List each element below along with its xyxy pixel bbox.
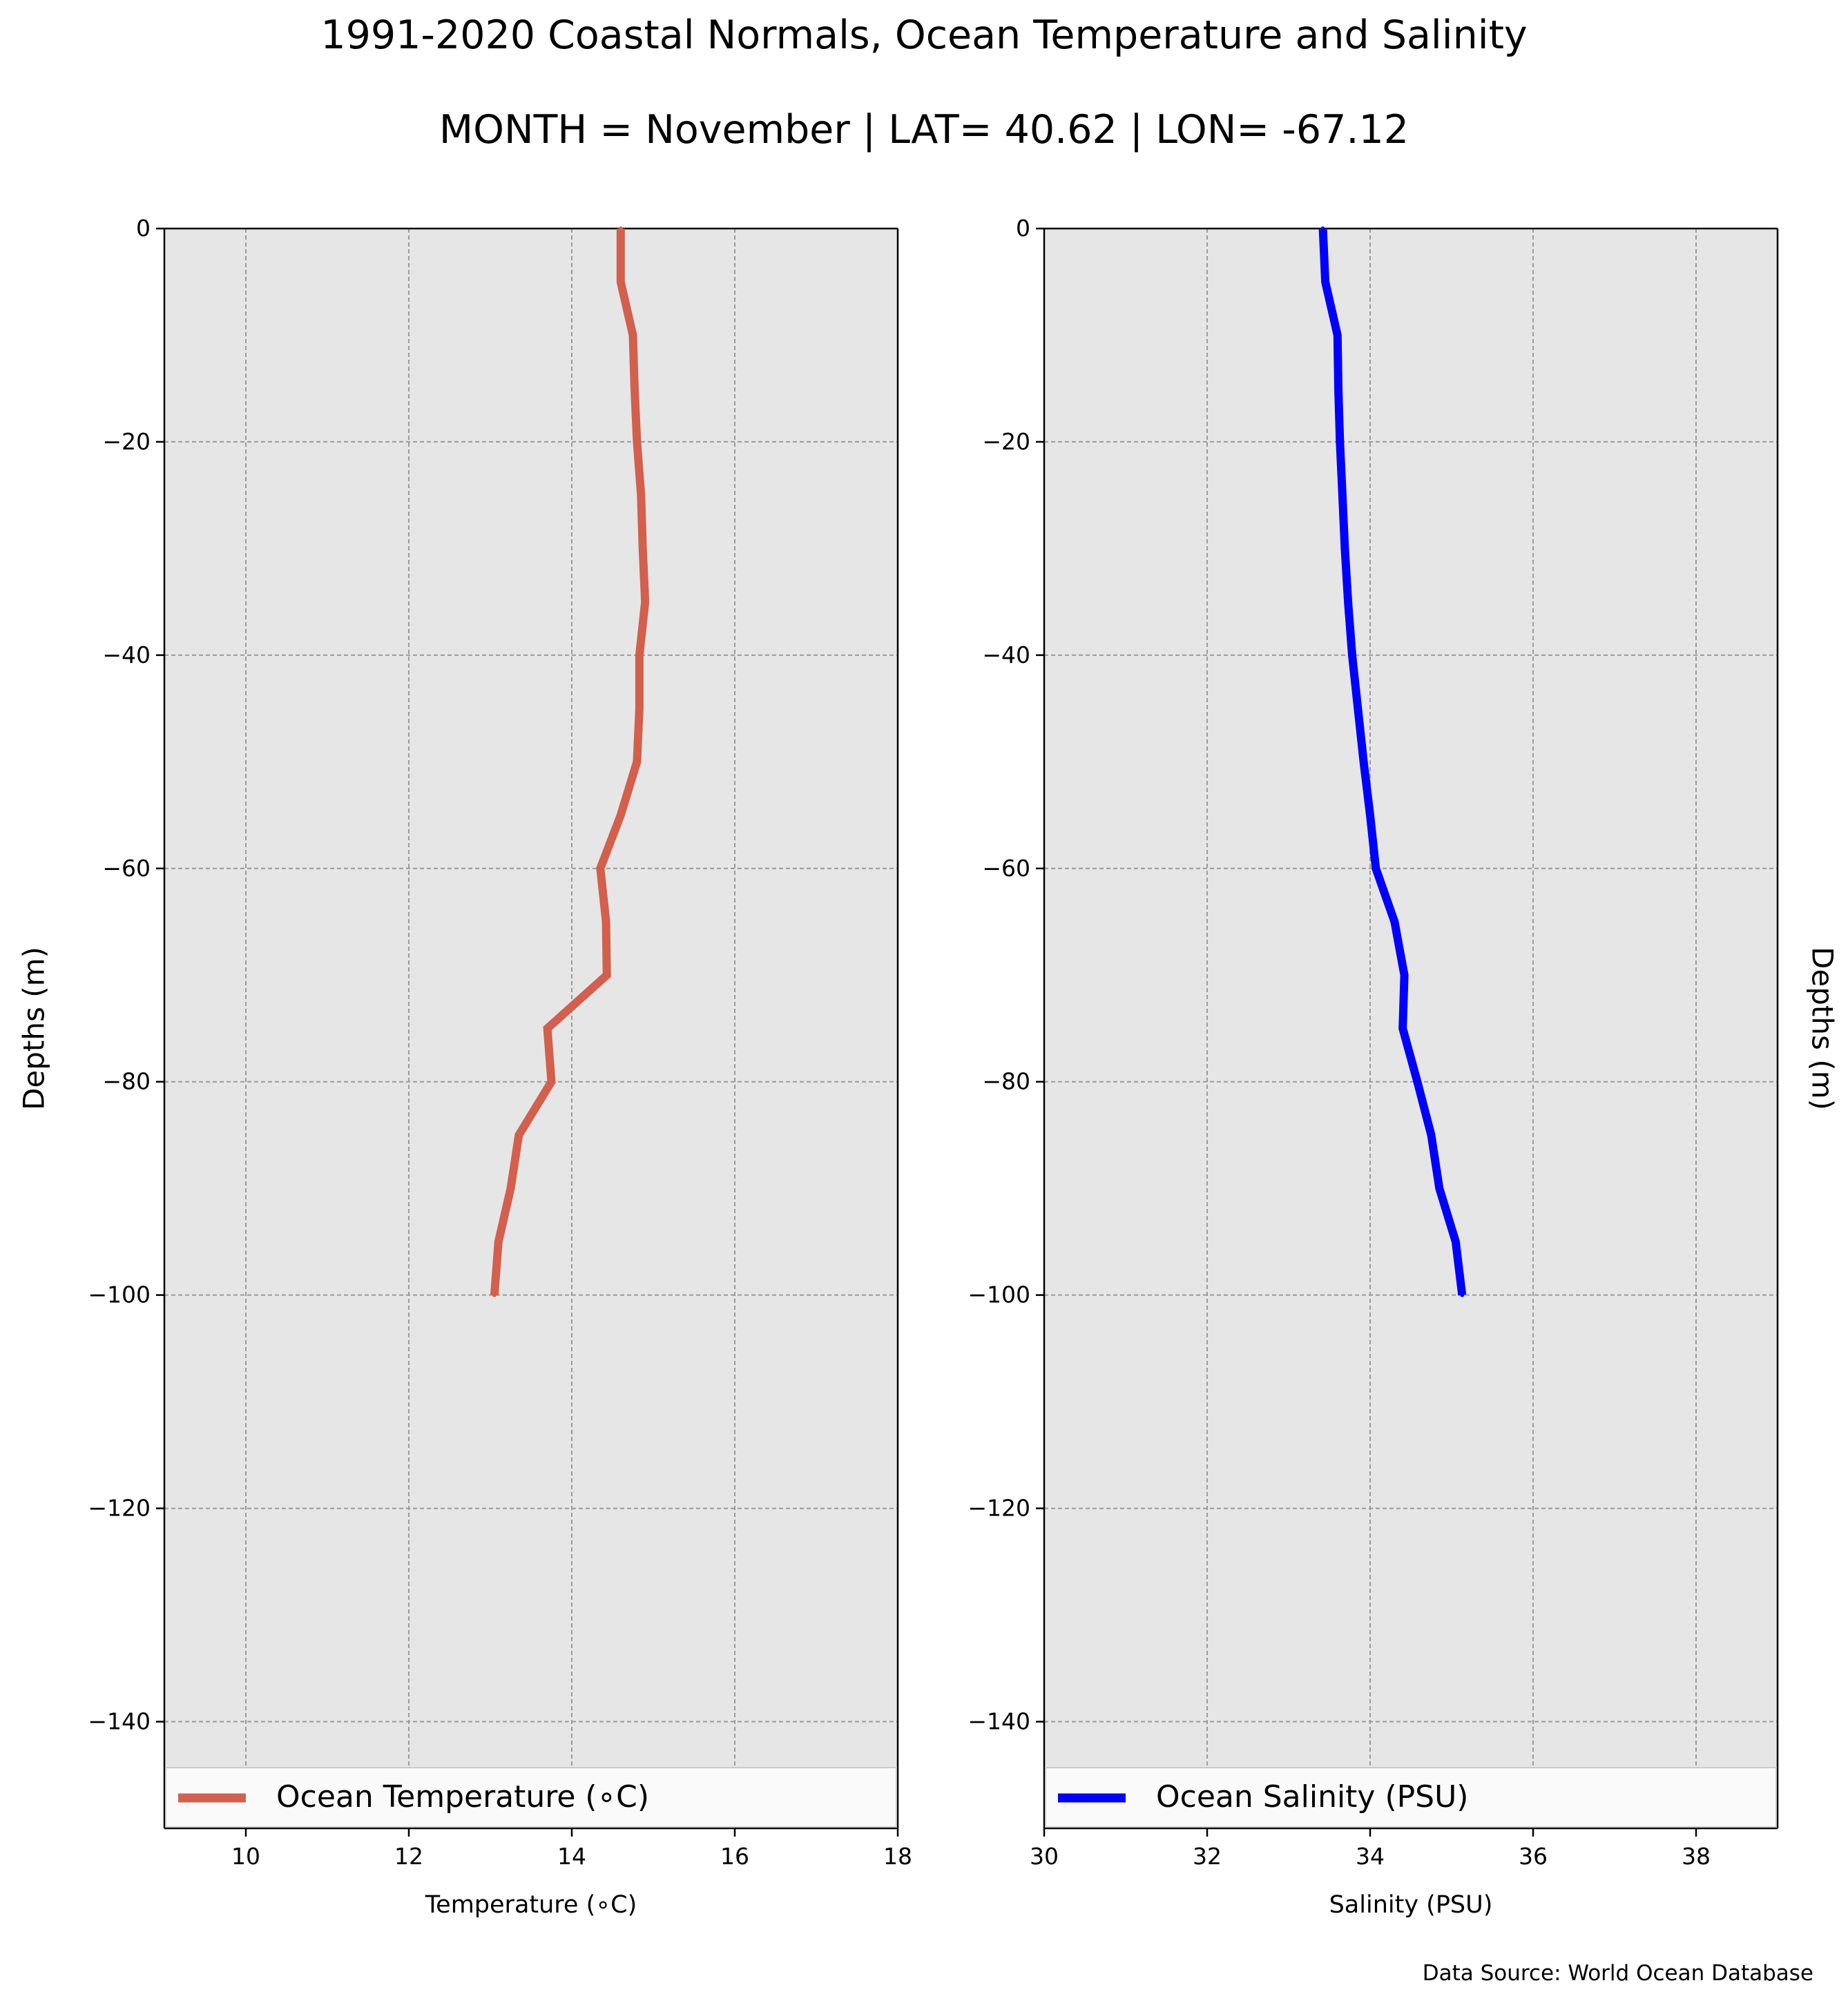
y-tick-label: −80 — [982, 1068, 1030, 1095]
data-point — [598, 866, 603, 871]
data-point — [1356, 706, 1360, 711]
data-point — [632, 386, 637, 391]
x-axis-label: Temperature (∘C) — [425, 1891, 637, 1919]
data-point — [1392, 920, 1397, 925]
data-point — [635, 439, 639, 444]
y-axis-label: Depths (m) — [17, 947, 51, 1110]
plot-area-salinity — [1044, 229, 1778, 1828]
x-tick-label: 36 — [1519, 1843, 1548, 1870]
data-point — [635, 759, 639, 764]
data-point — [1415, 1079, 1420, 1084]
data-source-note: Data Source: World Ocean Database — [1422, 1961, 1813, 1986]
y-tick-label: 0 — [136, 215, 151, 242]
data-point — [604, 920, 608, 925]
data-point — [639, 493, 644, 498]
y-tick-label: −80 — [102, 1068, 151, 1095]
y-tick-label: −40 — [982, 641, 1030, 668]
legend-label-temperature: Ocean Temperature (∘C) — [276, 1779, 649, 1815]
chart-subtitle: MONTH = November | LAT= 40.62 | LON= -67… — [439, 107, 1409, 153]
y-tick-label: −120 — [88, 1495, 151, 1522]
data-point — [508, 1186, 513, 1191]
x-tick-label: 34 — [1356, 1843, 1385, 1870]
data-point — [1340, 493, 1345, 498]
data-point — [1361, 759, 1366, 764]
data-point — [1346, 599, 1351, 604]
y-tick-label: −100 — [88, 1281, 151, 1308]
y-tick-label: −60 — [102, 855, 151, 882]
data-point — [618, 226, 623, 231]
data-point — [637, 706, 642, 711]
legend-temperature — [165, 1767, 897, 1828]
y-tick-label: −140 — [968, 1708, 1030, 1735]
data-point — [1460, 1293, 1465, 1297]
data-point — [1335, 333, 1340, 338]
data-point — [643, 599, 648, 604]
data-point — [1374, 866, 1378, 871]
data-point — [1320, 226, 1325, 231]
y-tick-label: −20 — [982, 428, 1030, 455]
y-tick-label: −100 — [968, 1281, 1030, 1308]
data-point — [517, 1132, 521, 1137]
data-point — [637, 652, 642, 657]
data-point — [618, 280, 623, 284]
data-point — [496, 1239, 501, 1244]
data-point — [640, 546, 645, 551]
data-point — [1368, 813, 1372, 817]
data-point — [1350, 652, 1355, 657]
data-point — [1402, 973, 1407, 978]
x-tick-label: 30 — [1030, 1843, 1059, 1870]
data-point — [545, 1026, 550, 1031]
y-tick-label: −120 — [968, 1495, 1030, 1522]
data-point — [549, 1079, 554, 1084]
legend-label-salinity: Ocean Salinity (PSU) — [1156, 1779, 1468, 1815]
data-point — [492, 1293, 497, 1297]
y-axis-label: Depths (m) — [1806, 947, 1840, 1110]
data-point — [1336, 386, 1340, 391]
y-tick-label: −140 — [88, 1708, 151, 1735]
y-tick-label: −20 — [102, 428, 151, 455]
legend-salinity — [1045, 1767, 1777, 1828]
data-point — [1342, 546, 1347, 551]
x-tick-label: 32 — [1193, 1843, 1222, 1870]
data-point — [604, 973, 609, 978]
data-point — [1453, 1239, 1458, 1244]
y-tick-label: −40 — [102, 641, 151, 668]
x-tick-label: 12 — [394, 1843, 423, 1870]
chart-title: 1991-2020 Coastal Normals, Ocean Tempera… — [320, 12, 1528, 58]
data-point — [1338, 439, 1342, 444]
data-point — [1437, 1186, 1442, 1191]
x-tick-label: 18 — [883, 1843, 912, 1870]
data-point — [1323, 280, 1328, 284]
x-tick-label: 16 — [720, 1843, 749, 1870]
data-point — [618, 813, 623, 817]
y-tick-label: 0 — [1016, 215, 1030, 242]
x-tick-label: 14 — [557, 1843, 586, 1870]
data-point — [1429, 1132, 1434, 1137]
x-tick-label: 38 — [1682, 1843, 1711, 1870]
data-point — [631, 333, 635, 338]
y-tick-label: −60 — [982, 855, 1030, 882]
plot-area-temperature — [164, 229, 898, 1828]
x-tick-label: 10 — [231, 1843, 260, 1870]
data-point — [1401, 1026, 1405, 1031]
x-axis-label: Salinity (PSU) — [1329, 1891, 1493, 1919]
